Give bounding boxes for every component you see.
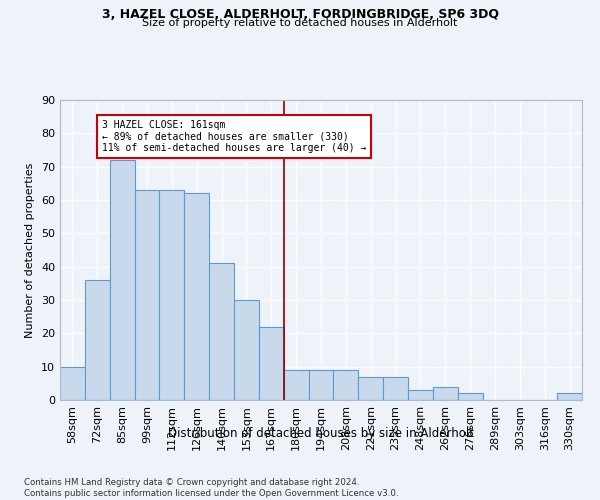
Bar [284,370,308,400]
Bar [383,376,408,400]
Text: Size of property relative to detached houses in Alderholt: Size of property relative to detached ho… [142,18,458,28]
Text: Distribution of detached houses by size in Alderholt: Distribution of detached houses by size … [168,428,474,440]
Bar [557,394,582,400]
Bar [308,370,334,400]
Y-axis label: Number of detached properties: Number of detached properties [25,162,35,338]
Bar [60,366,85,400]
Bar [209,264,234,400]
Bar [234,300,259,400]
Bar [334,370,358,400]
Bar [458,394,482,400]
Bar [160,190,184,400]
Bar [85,280,110,400]
Text: 3 HAZEL CLOSE: 161sqm
← 89% of detached houses are smaller (330)
11% of semi-det: 3 HAZEL CLOSE: 161sqm ← 89% of detached … [102,120,367,153]
Bar [358,376,383,400]
Bar [134,190,160,400]
Bar [110,160,134,400]
Bar [433,386,458,400]
Bar [259,326,284,400]
Text: Contains HM Land Registry data © Crown copyright and database right 2024.
Contai: Contains HM Land Registry data © Crown c… [24,478,398,498]
Bar [408,390,433,400]
Bar [184,194,209,400]
Text: 3, HAZEL CLOSE, ALDERHOLT, FORDINGBRIDGE, SP6 3DQ: 3, HAZEL CLOSE, ALDERHOLT, FORDINGBRIDGE… [101,8,499,20]
